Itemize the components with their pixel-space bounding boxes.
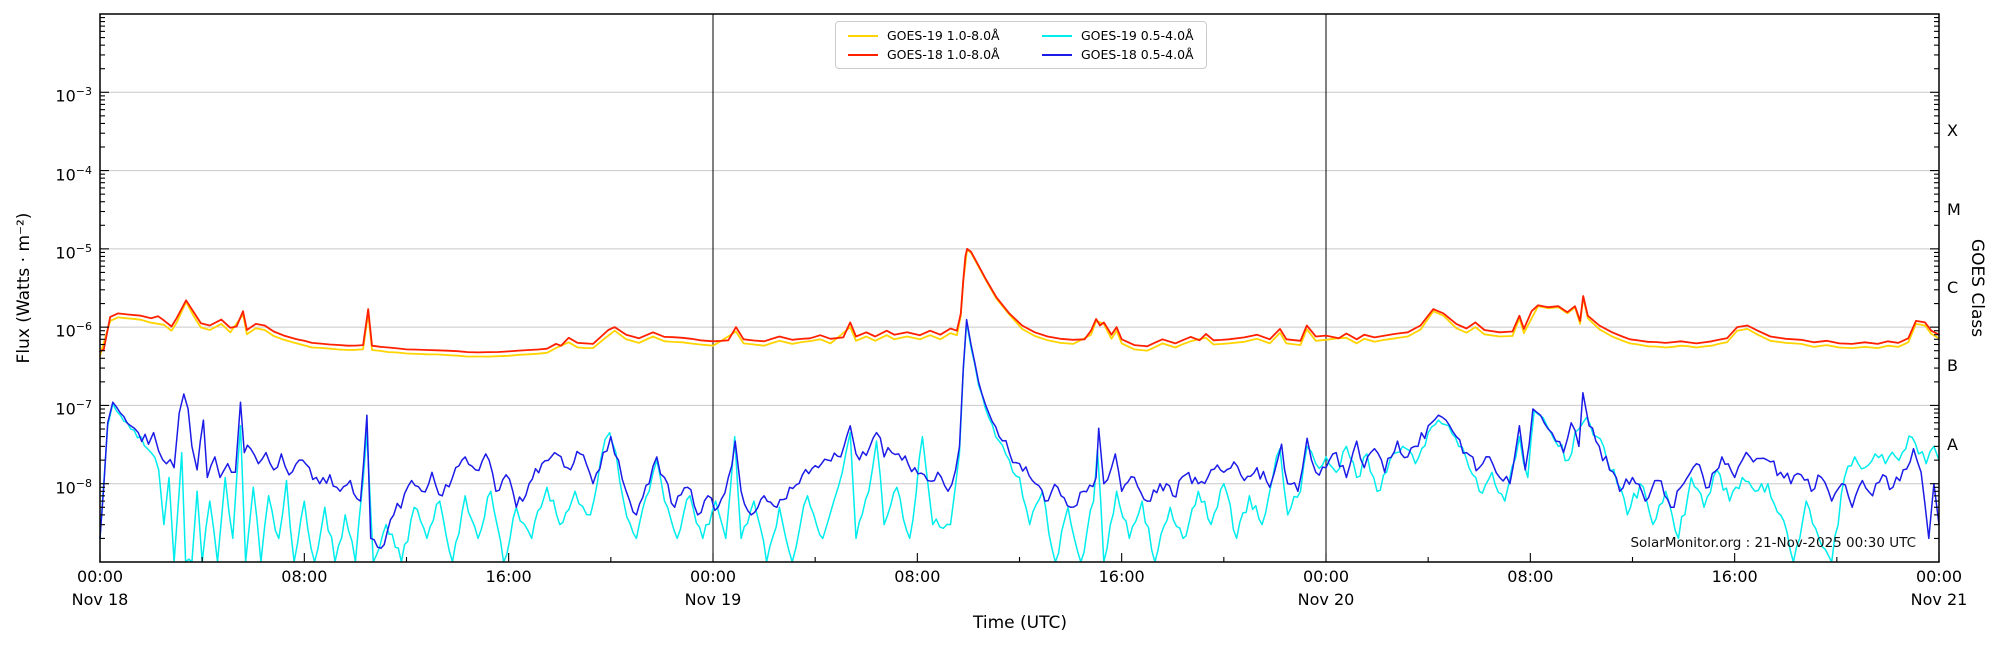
x-tick-date-label: Nov 18 xyxy=(71,590,129,609)
x-tick-time-label: 16:00 xyxy=(485,567,532,586)
x-tick-time-label: 16:00 xyxy=(1098,567,1145,586)
legend-entry-goes18-long: GOES-18 1.0-8.0Å xyxy=(848,47,1000,62)
goes-class-label-B: B xyxy=(1947,356,1958,376)
x-tick-time-label: 08:00 xyxy=(1507,567,1554,586)
right-axis-title: GOES Class xyxy=(1967,238,1987,338)
legend-line-sample-goes18-long xyxy=(848,53,878,56)
x-tick-time-label: 16:00 xyxy=(1711,567,1758,586)
goes-class-label-A: A xyxy=(1947,434,1958,454)
series-line-goes18-long xyxy=(99,247,1940,354)
goes-class-label-X: X xyxy=(1947,121,1958,141)
x-tick-time-label: 08:00 xyxy=(281,567,328,586)
legend-label-goes19-long: GOES-19 1.0-8.0Å xyxy=(887,28,1000,43)
y-tick-label: 10−4 xyxy=(55,163,92,184)
x-tick-time-label: 00:00 xyxy=(1302,567,1350,586)
legend-entry-goes18-short: GOES-18 0.5-4.0Å xyxy=(1042,47,1194,62)
watermark-text: SolarMonitor.org : 21-Nov-2025 00:30 UTC xyxy=(1630,535,1916,551)
legend-label-goes18-long: GOES-18 1.0-8.0Å xyxy=(887,47,1000,62)
series-line-goes18-short xyxy=(99,318,1940,549)
legend-label-goes19-short: GOES-19 0.5-4.0Å xyxy=(1081,28,1194,43)
y-tick-label: 10−3 xyxy=(55,85,92,106)
x-tick-time-label: 00:00 xyxy=(689,567,737,586)
y-tick-label: 10−7 xyxy=(55,398,92,419)
x-tick-date-label: Nov 20 xyxy=(1297,590,1355,609)
x-tick-time-label: 00:00 xyxy=(1915,567,1963,586)
y-tick-label: 10−8 xyxy=(55,476,92,498)
series-line-goes19-short xyxy=(99,321,1940,563)
goes-class-label-M: M xyxy=(1947,199,1961,219)
x-tick-date-label: Nov 21 xyxy=(1910,590,1968,609)
y-axis-title: Flux (Watts · m⁻²) xyxy=(14,212,34,364)
x-axis-title: Time (UTC) xyxy=(973,613,1067,633)
legend-line-sample-goes19-short xyxy=(1042,34,1072,37)
legend-entry-goes19-short: GOES-19 0.5-4.0Å xyxy=(1042,28,1194,43)
goes-class-label-C: C xyxy=(1947,278,1959,297)
legend-line-sample-goes18-short xyxy=(1042,53,1072,56)
series-line-goes19-long xyxy=(99,248,1940,358)
legend-label-goes18-short: GOES-18 0.5-4.0Å xyxy=(1081,47,1194,62)
legend-entry-goes19-long: GOES-19 1.0-8.0Å xyxy=(848,28,1000,43)
x-tick-time-label: 08:00 xyxy=(894,567,941,586)
y-tick-label: 10−5 xyxy=(55,241,92,263)
legend-line-sample-goes19-long xyxy=(848,34,878,37)
x-tick-date-label: Nov 19 xyxy=(684,590,742,609)
legend: GOES-19 1.0-8.0Å GOES-18 1.0-8.0Å GOES-1… xyxy=(835,21,1207,69)
y-tick-label: 10−6 xyxy=(55,320,92,341)
x-tick-time-label: 00:00 xyxy=(76,567,124,586)
